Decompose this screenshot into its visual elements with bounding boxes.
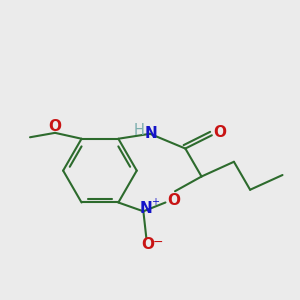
Text: O: O bbox=[167, 193, 180, 208]
Text: −: − bbox=[152, 236, 163, 249]
Text: +: + bbox=[151, 197, 159, 207]
Text: N: N bbox=[145, 126, 158, 141]
Text: O: O bbox=[214, 125, 226, 140]
Text: O: O bbox=[49, 119, 62, 134]
Text: N: N bbox=[140, 202, 152, 217]
Text: O: O bbox=[141, 237, 154, 252]
Text: H: H bbox=[134, 123, 144, 138]
